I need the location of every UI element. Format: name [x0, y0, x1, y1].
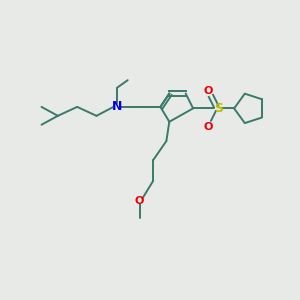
Text: N: N [112, 100, 122, 113]
Text: O: O [203, 85, 213, 96]
Text: O: O [203, 122, 213, 132]
Text: O: O [135, 196, 144, 206]
Text: S: S [214, 102, 223, 115]
